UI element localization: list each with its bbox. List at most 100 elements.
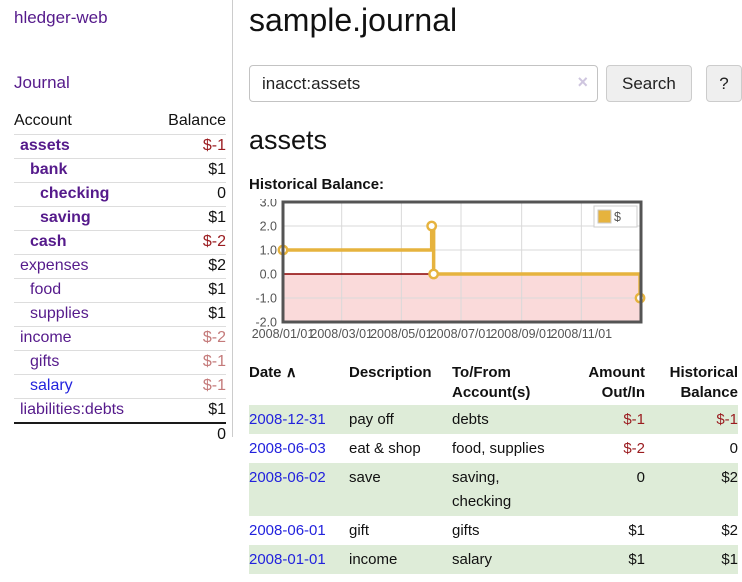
- account-balance: $-1: [152, 374, 226, 399]
- account-row: supplies $1: [14, 302, 226, 327]
- account-balance: $2: [152, 254, 226, 279]
- account-link[interactable]: checking: [40, 185, 110, 202]
- account-link[interactable]: supplies: [30, 305, 89, 322]
- transaction-date-link[interactable]: 2008-06-02: [249, 469, 326, 486]
- chart-svg: 3.0 2.0 1.0 0.0 -1.0 -2.02008/01/012008/03/01…: [252, 196, 646, 341]
- svg-text:1.0: 1.0: [260, 244, 277, 258]
- account-row: expenses $2: [14, 254, 226, 279]
- search-input[interactable]: [249, 65, 598, 102]
- register-header-accounts: To/From Account(s): [452, 361, 567, 405]
- accounts-header-row: Account Balance: [14, 109, 226, 135]
- svg-text:2008/03/01: 2008/03/01: [310, 327, 373, 341]
- account-row: salary $-1: [14, 374, 226, 399]
- accounts-total-row: 0: [14, 422, 226, 447]
- svg-text:2008/01/01: 2008/01/01: [252, 327, 315, 341]
- clear-search-icon[interactable]: ×: [577, 72, 588, 92]
- accounts-header-account: Account: [14, 109, 153, 135]
- transaction-row: 2008-06-01 gift gifts $1 $2: [249, 516, 738, 545]
- transaction-row: 2008-06-03 eat & shop food, supplies $-2 0: [249, 434, 738, 463]
- account-balance: $-2: [152, 326, 226, 351]
- svg-text:2008/09/01: 2008/09/01: [490, 327, 553, 341]
- register-header-balance: Historical Balance: [645, 361, 738, 405]
- transaction-date-link[interactable]: 2008-01-01: [249, 551, 326, 568]
- accounts-table: Account Balance assets $-1 bank $1 checking 0…: [14, 109, 226, 447]
- transaction-accounts: salary: [452, 551, 493, 568]
- search-button[interactable]: Search: [605, 65, 692, 102]
- page-title: sample.journal: [249, 2, 458, 38]
- transaction-accounts: gifts: [452, 522, 480, 539]
- account-link[interactable]: expenses: [20, 257, 89, 274]
- search-input-wrap: ×: [249, 65, 598, 102]
- svg-text:2008/05/01: 2008/05/01: [370, 327, 433, 341]
- register-header-accounts-line1: To/From: [452, 364, 511, 381]
- transaction-description: pay off: [349, 411, 394, 428]
- account-link[interactable]: salary: [30, 377, 73, 394]
- register-header-accounts-line2: Account(s): [452, 384, 531, 401]
- account-balance: $1: [152, 302, 226, 327]
- transaction-balance: $-1: [716, 411, 738, 428]
- transaction-date-link[interactable]: 2008-06-03: [249, 440, 326, 457]
- account-link[interactable]: assets: [20, 137, 70, 154]
- transaction-description: income: [349, 551, 398, 568]
- accounts-header-balance: Balance: [152, 109, 226, 135]
- transaction-balance: 0: [729, 440, 738, 457]
- transaction-accounts: food, supplies: [452, 440, 545, 457]
- transaction-accounts: debts: [452, 411, 489, 428]
- register-header-amount: Amount Out/In: [567, 361, 645, 405]
- sidebar-item-journal[interactable]: Journal: [14, 73, 70, 92]
- account-heading: assets: [249, 125, 328, 155]
- transaction-accounts: saving, checking: [452, 469, 512, 510]
- svg-text:2.0: 2.0: [260, 220, 277, 234]
- brand-link[interactable]: hledger-web: [14, 8, 108, 27]
- accounts-total-spacer: [14, 422, 153, 447]
- account-row: bank $1: [14, 158, 226, 183]
- legend-swatch-icon: [597, 209, 612, 224]
- transaction-row: 2008-06-02 save saving, checking 0 $2: [249, 463, 738, 516]
- transaction-description: gift: [349, 522, 370, 539]
- transaction-amount: $1: [628, 522, 645, 539]
- transaction-date-link[interactable]: 2008-12-31: [249, 411, 326, 428]
- transaction-description: save: [349, 469, 381, 486]
- account-balance: $-1: [152, 134, 226, 159]
- transaction-row: 2008-01-01 income salary $1 $1: [249, 545, 738, 574]
- account-balance: $1: [152, 158, 226, 183]
- account-link[interactable]: liabilities:debts: [20, 401, 125, 418]
- historical-balance-chart[interactable]: 3.0 2.0 1.0 0.0 -1.0 -2.0 2008/01/01 2008/03/01…: [249, 196, 651, 351]
- register-header-balance-line2: Balance: [680, 384, 738, 401]
- register-header-date[interactable]: Date ∧: [249, 361, 349, 405]
- account-link[interactable]: income: [20, 329, 72, 346]
- svg-text:3.0: 3.0: [260, 199, 277, 210]
- account-row: food $1: [14, 278, 226, 303]
- account-row: cash $-2: [14, 230, 226, 255]
- account-balance: $-2: [152, 230, 226, 255]
- register-header-date-label: Date: [249, 364, 282, 381]
- account-row: liabilities:debts $1: [14, 398, 226, 424]
- transaction-date-link[interactable]: 2008-06-01: [249, 522, 326, 539]
- account-row: income $-2: [14, 326, 226, 351]
- account-row: gifts $-1: [14, 350, 226, 375]
- search-form: × Search ?: [249, 65, 742, 102]
- svg-text:0.0: 0.0: [260, 268, 277, 282]
- transaction-balance: $2: [721, 522, 738, 539]
- svg-text:$: $: [614, 210, 621, 224]
- register-header-row: Date ∧ Description To/From Account(s) Am…: [249, 361, 738, 405]
- account-link[interactable]: bank: [30, 161, 68, 178]
- transaction-row: 2008-12-31 pay off debts $-1 $-1: [249, 405, 738, 434]
- main-content: sample.journal × Search ? assets Histori…: [233, 0, 742, 574]
- sidebar: hledger-web Journal Account Balance asse…: [0, 0, 233, 447]
- account-row: checking 0: [14, 182, 226, 207]
- account-row: saving $1: [14, 206, 226, 231]
- transaction-amount: 0: [636, 469, 645, 486]
- register-header-balance-line1: Historical: [669, 364, 738, 381]
- account-link[interactable]: saving: [40, 209, 91, 226]
- account-balance: $-1: [152, 350, 226, 375]
- sort-ascending-icon[interactable]: ∧: [285, 364, 297, 381]
- account-link[interactable]: cash: [30, 233, 67, 250]
- account-balance: $1: [152, 206, 226, 231]
- help-button[interactable]: ?: [705, 65, 742, 102]
- account-link[interactable]: gifts: [30, 353, 60, 370]
- svg-text:-2.0: -2.0: [255, 316, 277, 330]
- account-row: assets $-1: [14, 134, 226, 159]
- account-link[interactable]: food: [30, 281, 62, 298]
- transaction-balance: $1: [721, 551, 738, 568]
